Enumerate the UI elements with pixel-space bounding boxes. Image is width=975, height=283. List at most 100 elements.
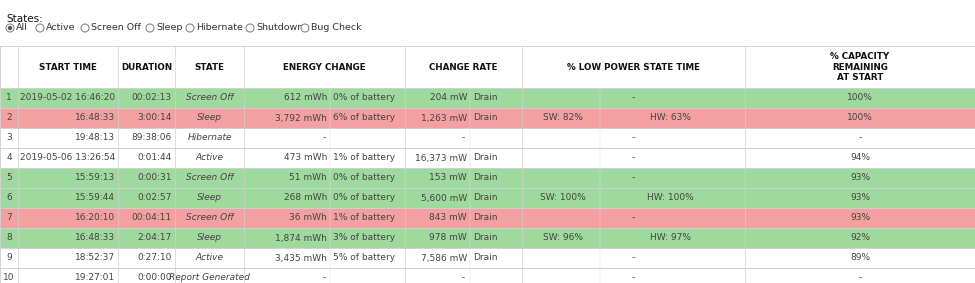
- Text: 00:04:11: 00:04:11: [132, 213, 172, 222]
- Text: 100%: 100%: [847, 113, 873, 123]
- Text: -: -: [632, 213, 635, 222]
- Circle shape: [8, 26, 13, 30]
- Text: -: -: [632, 254, 635, 263]
- Text: 18:52:37: 18:52:37: [75, 254, 115, 263]
- Text: Drain: Drain: [473, 194, 497, 203]
- Text: Sleep: Sleep: [197, 113, 222, 123]
- Text: START TIME: START TIME: [39, 63, 97, 72]
- Text: Drain: Drain: [473, 153, 497, 162]
- Text: 843 mW: 843 mW: [429, 213, 467, 222]
- Text: Active: Active: [46, 23, 75, 33]
- Text: 93%: 93%: [850, 194, 870, 203]
- Bar: [0, 148, 975, 168]
- Text: 15:59:44: 15:59:44: [75, 194, 115, 203]
- Text: -: -: [323, 134, 326, 143]
- Text: 92%: 92%: [850, 233, 870, 243]
- Text: 3: 3: [6, 134, 12, 143]
- Text: 1% of battery: 1% of battery: [333, 213, 395, 222]
- Text: 7,586 mW: 7,586 mW: [421, 254, 467, 263]
- Text: 978 mW: 978 mW: [429, 233, 467, 243]
- Text: 7: 7: [6, 213, 12, 222]
- Text: 0% of battery: 0% of battery: [333, 194, 395, 203]
- Text: 1% of battery: 1% of battery: [333, 153, 395, 162]
- Text: 204 mW: 204 mW: [430, 93, 467, 102]
- Text: 89:38:06: 89:38:06: [132, 134, 172, 143]
- Text: 16:48:33: 16:48:33: [75, 113, 115, 123]
- Text: -: -: [632, 93, 635, 102]
- Text: Drain: Drain: [473, 93, 497, 102]
- Text: Bug Check: Bug Check: [311, 23, 362, 33]
- Text: Shutdown: Shutdown: [256, 23, 303, 33]
- Text: Sleep: Sleep: [197, 233, 222, 243]
- Text: HW: 63%: HW: 63%: [650, 113, 691, 123]
- Text: 8: 8: [6, 233, 12, 243]
- Text: Report Generated: Report Generated: [169, 273, 250, 282]
- Text: 0% of battery: 0% of battery: [333, 173, 395, 183]
- Circle shape: [81, 24, 89, 32]
- Text: 3,792 mWh: 3,792 mWh: [275, 113, 327, 123]
- Text: -: -: [858, 273, 862, 282]
- Text: -: -: [632, 273, 635, 282]
- Text: HW: 100%: HW: 100%: [647, 194, 694, 203]
- Text: 1,874 mWh: 1,874 mWh: [275, 233, 327, 243]
- Text: 1,263 mW: 1,263 mW: [421, 113, 467, 123]
- Text: Screen Off: Screen Off: [186, 173, 233, 183]
- Text: Active: Active: [196, 153, 223, 162]
- Text: Active: Active: [196, 254, 223, 263]
- Circle shape: [301, 24, 309, 32]
- Bar: [0, 268, 975, 283]
- Text: CHANGE RATE: CHANGE RATE: [429, 63, 498, 72]
- Text: -: -: [632, 173, 635, 183]
- Text: STATE: STATE: [194, 63, 224, 72]
- Text: % LOW POWER STATE TIME: % LOW POWER STATE TIME: [567, 63, 700, 72]
- Text: Hibernate: Hibernate: [187, 134, 232, 143]
- Text: 0:02:57: 0:02:57: [137, 194, 172, 203]
- Text: 5: 5: [6, 173, 12, 183]
- Text: SW: 96%: SW: 96%: [543, 233, 583, 243]
- Bar: [0, 108, 975, 128]
- Text: 15:59:13: 15:59:13: [75, 173, 115, 183]
- Bar: [0, 128, 975, 148]
- Text: 1: 1: [6, 93, 12, 102]
- Text: -: -: [858, 134, 862, 143]
- Circle shape: [146, 24, 154, 32]
- Text: 94%: 94%: [850, 153, 870, 162]
- Text: -: -: [632, 134, 635, 143]
- Text: 16,373 mW: 16,373 mW: [415, 153, 467, 162]
- Text: 00:02:13: 00:02:13: [132, 93, 172, 102]
- Text: 2019-05-02 16:46:20: 2019-05-02 16:46:20: [20, 93, 115, 102]
- Text: 51 mWh: 51 mWh: [290, 173, 327, 183]
- Text: HW: 97%: HW: 97%: [650, 233, 691, 243]
- Text: 16:20:10: 16:20:10: [75, 213, 115, 222]
- Text: Screen Off: Screen Off: [186, 213, 233, 222]
- Text: 19:27:01: 19:27:01: [75, 273, 115, 282]
- Text: 6% of battery: 6% of battery: [333, 113, 395, 123]
- Text: SW: 82%: SW: 82%: [543, 113, 583, 123]
- Text: SW: 100%: SW: 100%: [540, 194, 586, 203]
- Text: States:: States:: [6, 14, 43, 24]
- Text: 612 mWh: 612 mWh: [284, 93, 327, 102]
- Text: 16:48:33: 16:48:33: [75, 233, 115, 243]
- Text: Drain: Drain: [473, 173, 497, 183]
- Text: 36 mWh: 36 mWh: [290, 213, 327, 222]
- Text: -: -: [462, 134, 465, 143]
- Text: 6: 6: [6, 194, 12, 203]
- Text: 2:04:17: 2:04:17: [137, 233, 172, 243]
- Text: -: -: [632, 153, 635, 162]
- Text: 3% of battery: 3% of battery: [333, 233, 395, 243]
- Bar: [0, 208, 975, 228]
- Text: ENERGY CHANGE: ENERGY CHANGE: [283, 63, 366, 72]
- Text: 0:00:31: 0:00:31: [137, 173, 172, 183]
- Bar: [0, 188, 975, 208]
- Text: Sleep: Sleep: [156, 23, 182, 33]
- Text: 93%: 93%: [850, 173, 870, 183]
- Text: 93%: 93%: [850, 213, 870, 222]
- Text: 2019-05-06 13:26:54: 2019-05-06 13:26:54: [20, 153, 115, 162]
- Text: Drain: Drain: [473, 254, 497, 263]
- Text: Drain: Drain: [473, 113, 497, 123]
- Text: 3,435 mWh: 3,435 mWh: [275, 254, 327, 263]
- Text: 473 mWh: 473 mWh: [284, 153, 327, 162]
- Bar: [0, 88, 975, 108]
- Circle shape: [186, 24, 194, 32]
- Bar: [0, 228, 975, 248]
